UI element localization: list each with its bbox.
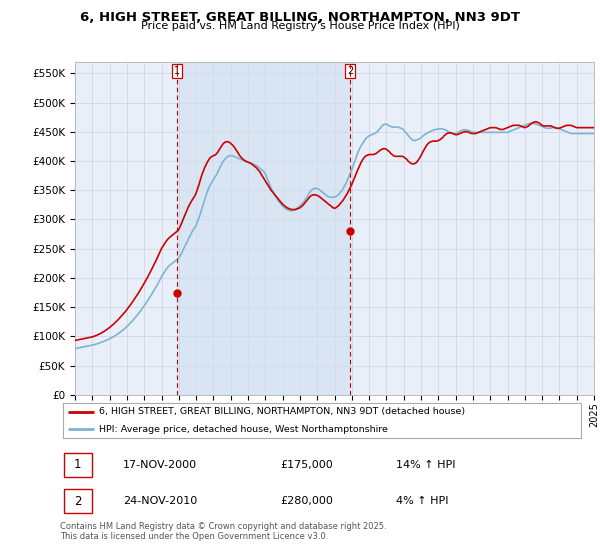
Text: 2: 2 [74, 494, 82, 508]
Text: £175,000: £175,000 [281, 460, 333, 470]
FancyBboxPatch shape [64, 453, 91, 477]
Text: 1: 1 [74, 458, 82, 472]
Text: 17-NOV-2000: 17-NOV-2000 [123, 460, 197, 470]
Bar [177, 62, 350, 395]
Text: 2: 2 [347, 66, 353, 76]
FancyBboxPatch shape [64, 489, 91, 513]
Text: 24-NOV-2010: 24-NOV-2010 [123, 496, 197, 506]
Text: 14% ↑ HPI: 14% ↑ HPI [396, 460, 455, 470]
Text: 1: 1 [173, 66, 180, 76]
Text: 6, HIGH STREET, GREAT BILLING, NORTHAMPTON, NN3 9DT: 6, HIGH STREET, GREAT BILLING, NORTHAMPT… [80, 11, 520, 24]
FancyBboxPatch shape [62, 403, 581, 438]
Text: 4% ↑ HPI: 4% ↑ HPI [396, 496, 449, 506]
Text: £280,000: £280,000 [281, 496, 334, 506]
Text: Contains HM Land Registry data © Crown copyright and database right 2025.
This d: Contains HM Land Registry data © Crown c… [60, 522, 386, 542]
Text: 6, HIGH STREET, GREAT BILLING, NORTHAMPTON, NN3 9DT (detached house): 6, HIGH STREET, GREAT BILLING, NORTHAMPT… [100, 407, 466, 416]
Text: Price paid vs. HM Land Registry's House Price Index (HPI): Price paid vs. HM Land Registry's House … [140, 21, 460, 31]
Text: HPI: Average price, detached house, West Northamptonshire: HPI: Average price, detached house, West… [100, 425, 388, 434]
